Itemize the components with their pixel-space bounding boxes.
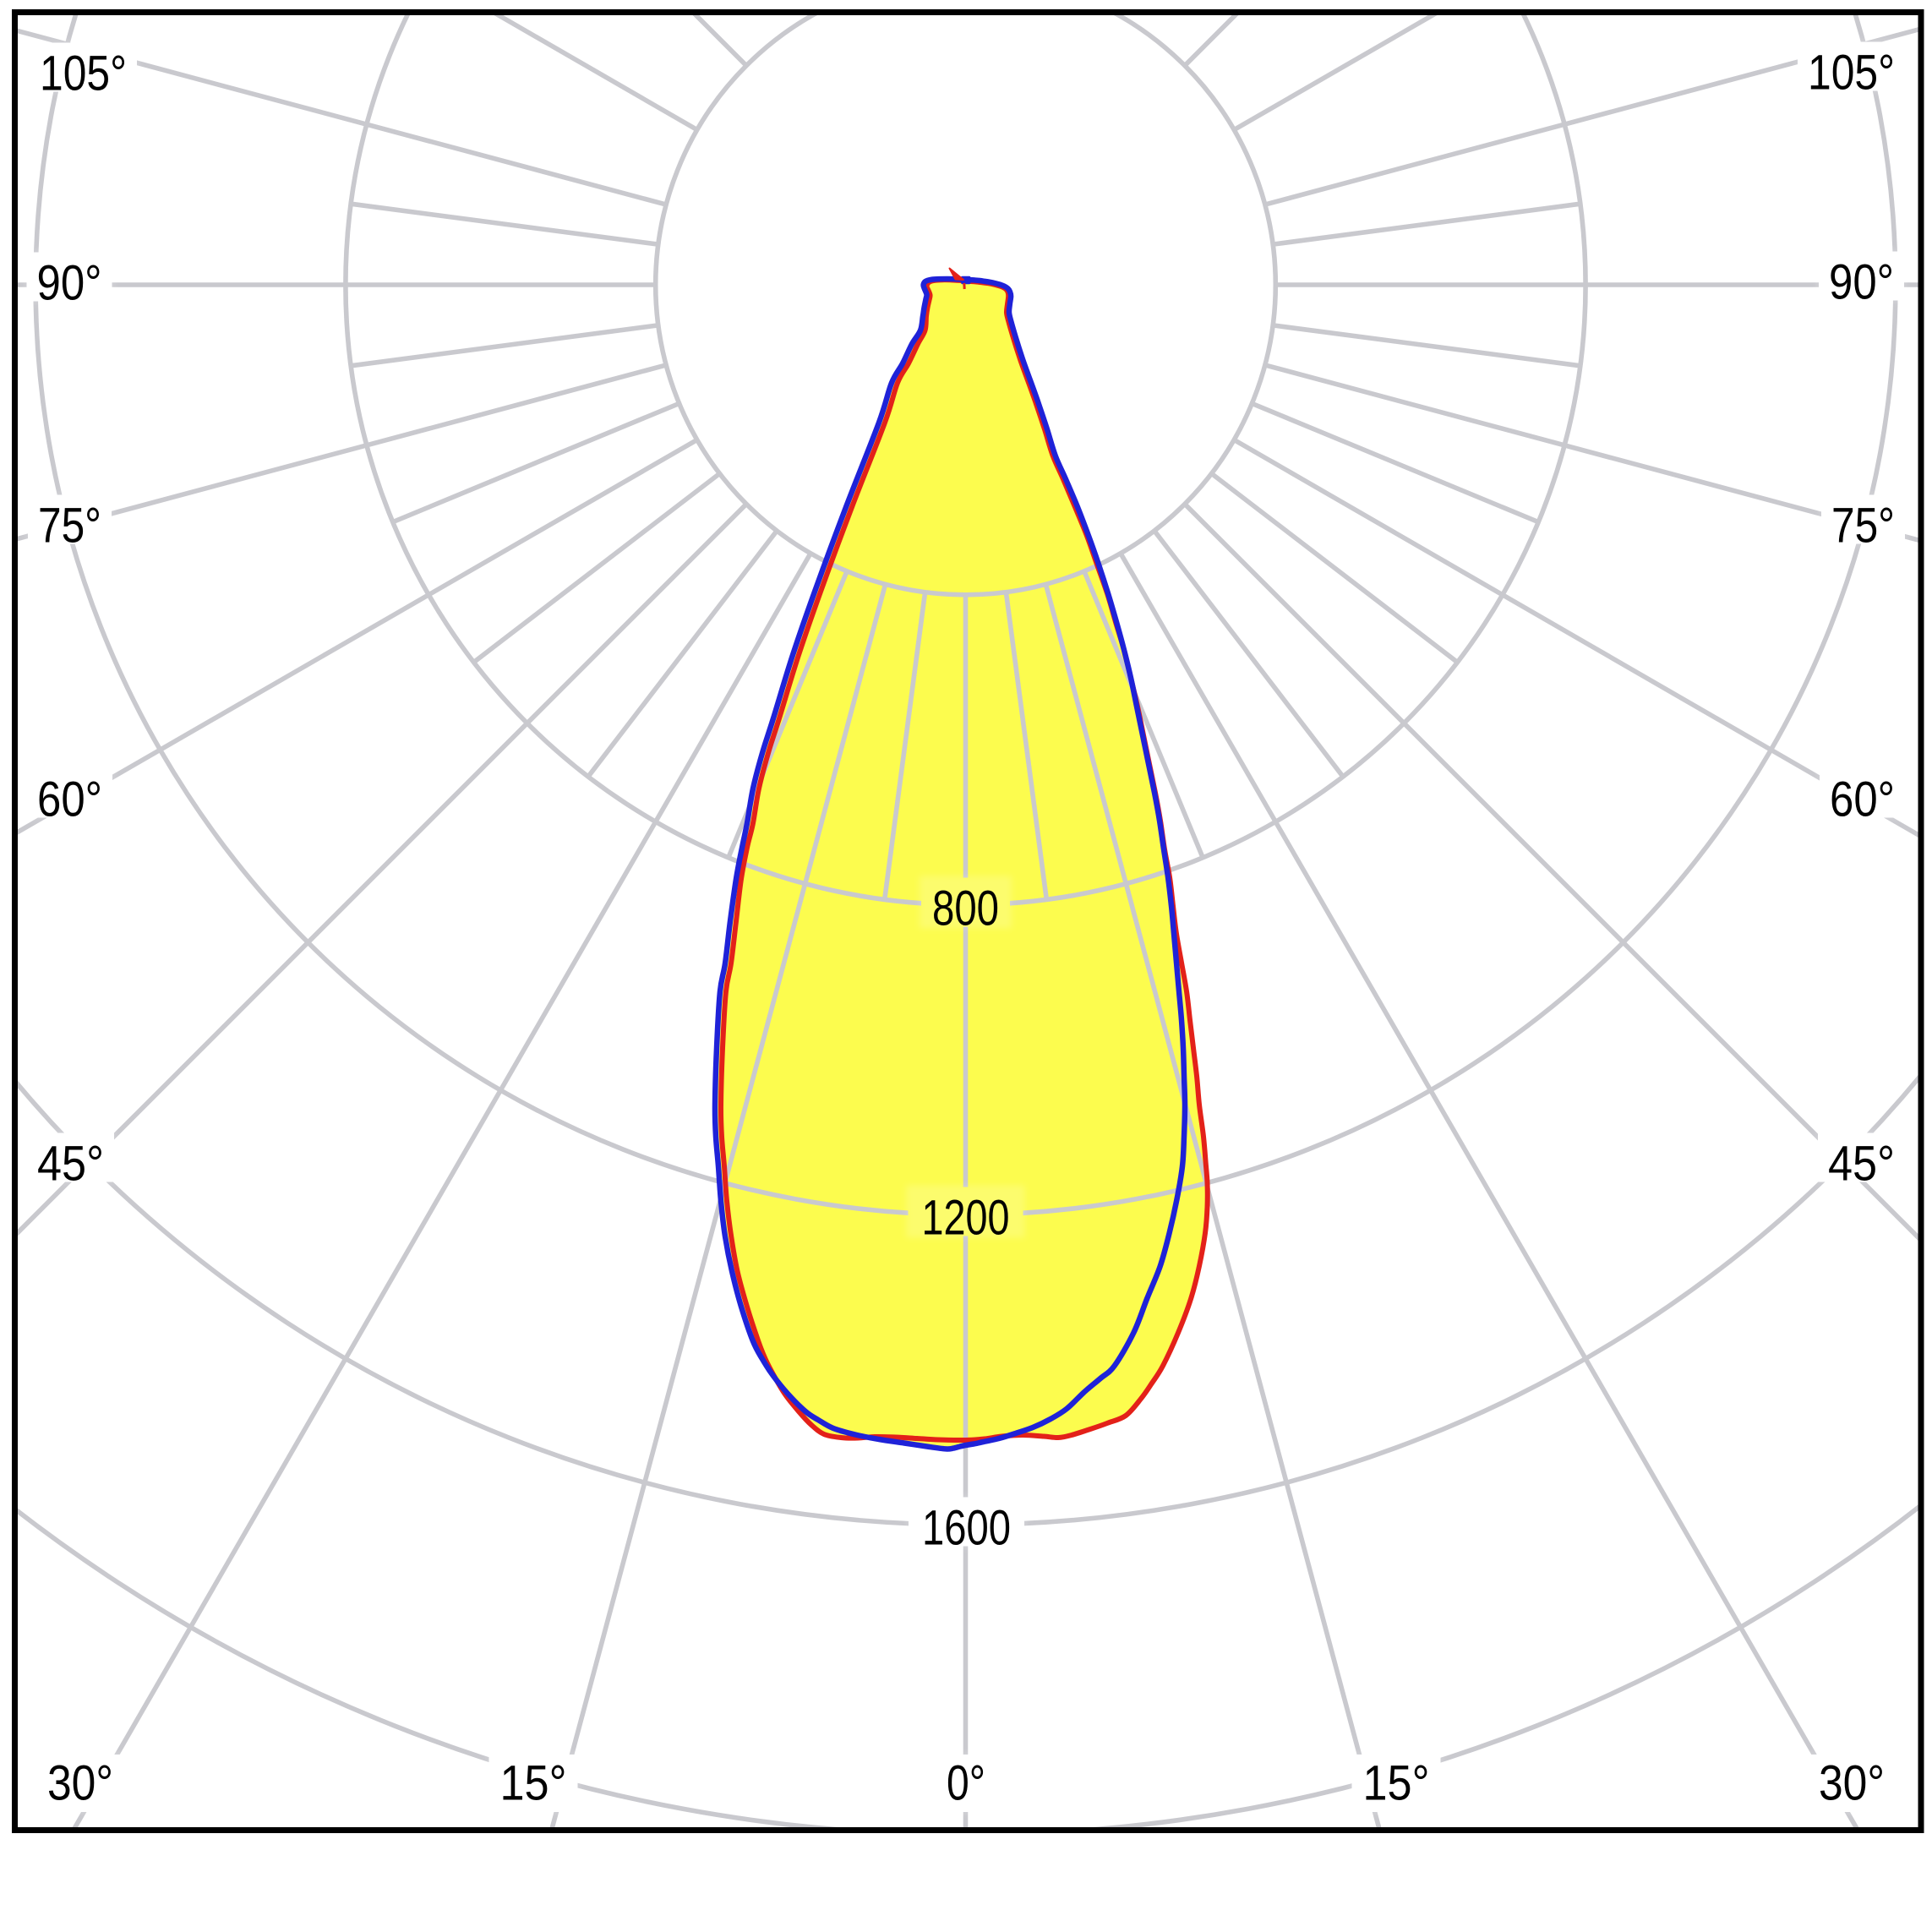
svg-text:75°: 75°: [1831, 499, 1895, 554]
svg-text:60°: 60°: [1830, 772, 1895, 827]
svg-text:75°: 75°: [38, 499, 101, 554]
svg-text:1600: 1600: [922, 1501, 1011, 1556]
svg-text:45°: 45°: [37, 1137, 104, 1192]
svg-text:0°: 0°: [947, 1756, 985, 1811]
svg-text:90°: 90°: [1829, 255, 1894, 310]
svg-text:105°: 105°: [1808, 46, 1895, 101]
svg-text:45°: 45°: [1828, 1137, 1895, 1192]
svg-text:15°: 15°: [500, 1756, 567, 1811]
svg-text:90°: 90°: [37, 256, 102, 311]
svg-text:15°: 15°: [1363, 1756, 1430, 1811]
svg-text:60°: 60°: [37, 772, 102, 827]
svg-text:800: 800: [932, 881, 999, 936]
svg-text:1200: 1200: [922, 1191, 1010, 1246]
svg-text:30°: 30°: [47, 1756, 113, 1811]
svg-text:105°: 105°: [40, 46, 127, 101]
svg-text:30°: 30°: [1819, 1756, 1885, 1811]
